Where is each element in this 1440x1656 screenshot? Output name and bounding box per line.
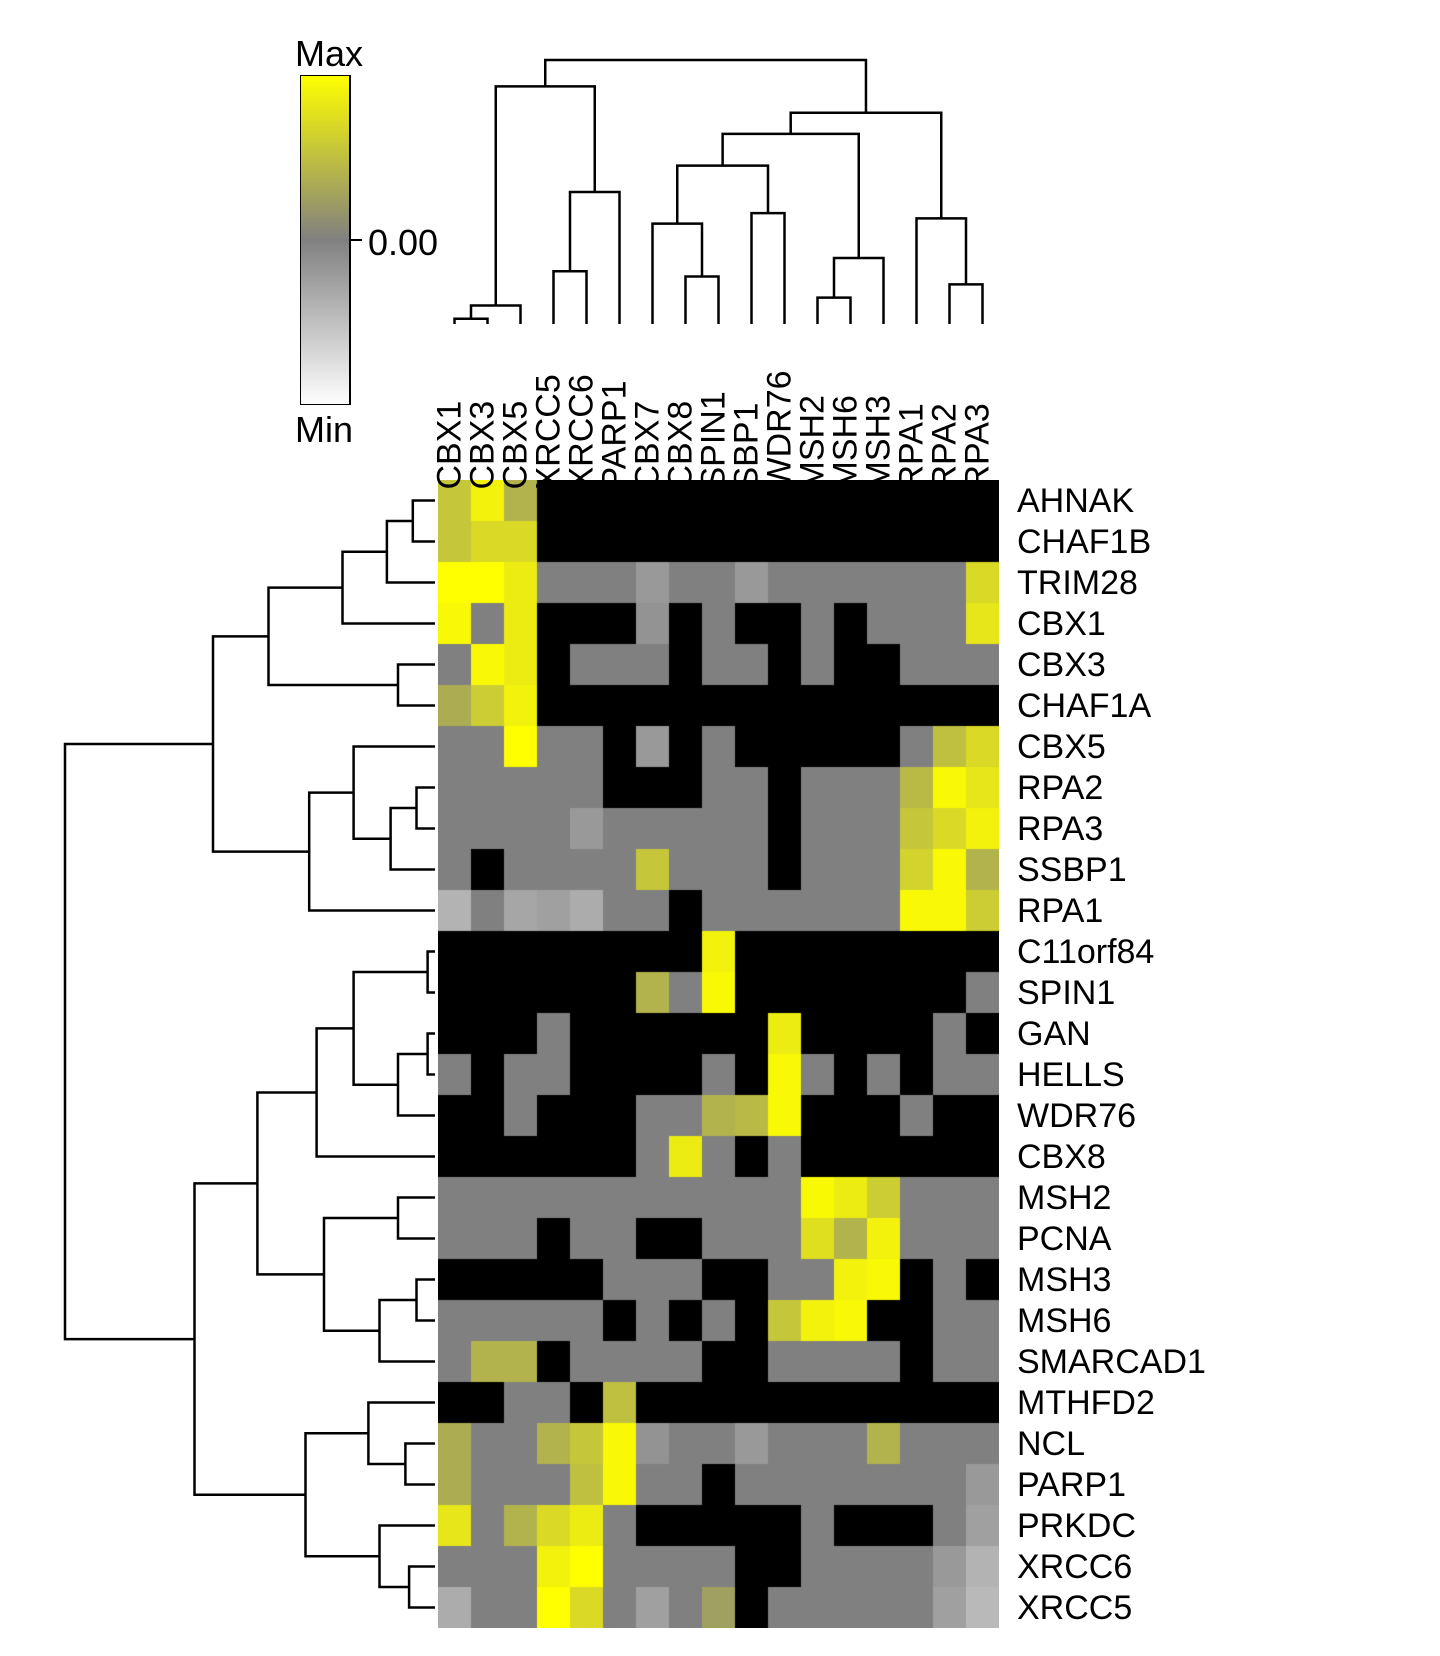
row-label: CBX8	[1017, 1138, 1106, 1177]
row-label: MTHFD2	[1017, 1384, 1155, 1423]
row-label: WDR76	[1017, 1097, 1136, 1136]
heatmap-grid	[438, 480, 999, 1628]
row-label: GAN	[1017, 1015, 1091, 1054]
row-label: XRCC5	[1017, 1589, 1132, 1628]
legend-gradient	[300, 75, 364, 405]
row-label: HELLS	[1017, 1056, 1125, 1095]
row-label: RPA2	[1017, 769, 1103, 808]
row-label: MSH3	[1017, 1261, 1111, 1300]
heatmap-figure: Max 0.00 Min CBX1CBX3 CBX5 XRCC5XRCC6 PARP1…	[0, 0, 1440, 1656]
column-dendrogram	[438, 60, 999, 324]
row-label: TRIM28	[1017, 564, 1138, 603]
row-label: AHNAK	[1017, 482, 1134, 521]
row-dendrogram	[65, 480, 435, 1628]
row-label: NCL	[1017, 1425, 1085, 1464]
row-label: CHAF1A	[1017, 687, 1151, 726]
row-label: RPA1	[1017, 892, 1103, 931]
row-label: XRCC6	[1017, 1548, 1132, 1587]
legend-min-label: Min	[295, 409, 353, 451]
row-label: C11orf84	[1017, 933, 1154, 972]
row-label: SSBP1	[1017, 851, 1127, 890]
row-label: PRKDC	[1017, 1507, 1136, 1546]
column-label: RPA3	[958, 403, 997, 489]
row-label: SPIN1	[1017, 974, 1115, 1013]
row-label: PCNA	[1017, 1220, 1111, 1259]
row-label: MSH2	[1017, 1179, 1111, 1218]
row-label: PARP1	[1017, 1466, 1126, 1505]
legend-zero-label: 0.00	[368, 222, 438, 264]
legend-max-label: Max	[295, 33, 363, 75]
row-label: CBX5	[1017, 728, 1106, 767]
row-label: SMARCAD1	[1017, 1343, 1206, 1382]
row-label: CHAF1B	[1017, 523, 1151, 562]
row-label: RPA3	[1017, 810, 1103, 849]
row-label: CBX3	[1017, 646, 1106, 685]
row-label: CBX1	[1017, 605, 1106, 644]
row-label: MSH6	[1017, 1302, 1111, 1341]
